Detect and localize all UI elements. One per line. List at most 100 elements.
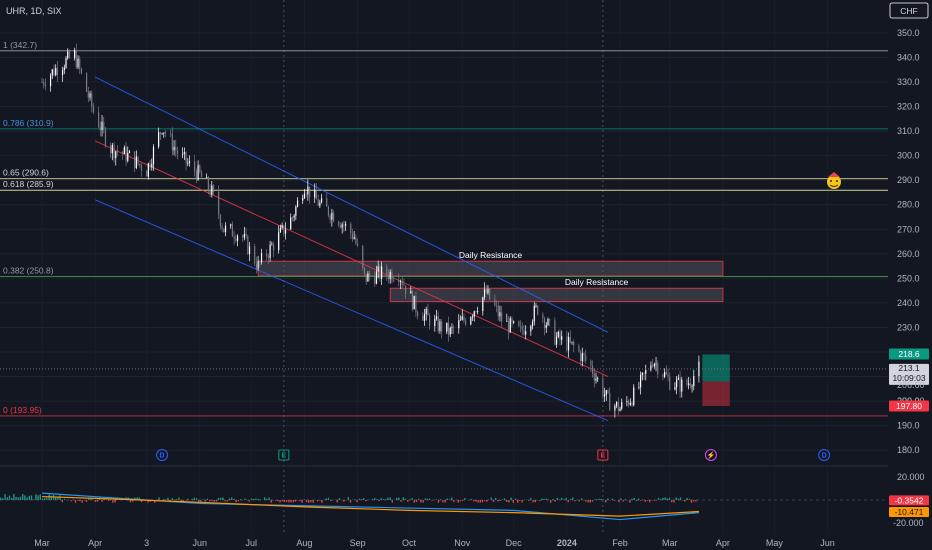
channel-lower[interactable] — [94, 199, 609, 422]
time-tick-label: Jun — [820, 538, 835, 548]
candle-body — [509, 318, 511, 333]
histogram-bar — [572, 497, 574, 500]
histogram-bar — [613, 500, 616, 501]
histogram-bar — [248, 500, 250, 502]
histogram-bar — [398, 497, 400, 500]
candle-body — [425, 308, 427, 315]
histogram-bar — [211, 500, 213, 502]
candle-body — [158, 132, 160, 147]
candle-body — [223, 228, 225, 233]
histogram-bar — [330, 500, 332, 501]
price-axis[interactable]: 350.0 340.0 330.0 320.0 310.0 300.0 290.0 280.0… — [889, 28, 929, 528]
candle-body — [617, 401, 619, 412]
candle-body — [377, 266, 379, 272]
candle-body — [319, 202, 321, 206]
candle-body — [489, 288, 491, 300]
histogram-bar — [396, 497, 398, 500]
dividend-marker[interactable] — [818, 449, 831, 461]
time-tick-label: Jun — [193, 538, 208, 548]
event-letter: D — [822, 453, 827, 460]
event-markers[interactable]: D E E ⚡ D — [156, 449, 831, 461]
candle-body — [137, 156, 139, 164]
candle-body — [595, 378, 597, 381]
price-tick-label: 290.0 — [897, 175, 920, 185]
histogram-bar — [222, 497, 224, 500]
split-marker[interactable] — [704, 449, 717, 461]
time-axis[interactable]: Mar Apr 3 Jun Jul Aug Sep Oct Nov Dec 2024 Feb Mar Ap… — [34, 538, 835, 548]
candle-body — [260, 253, 263, 263]
histogram-bar — [193, 497, 195, 500]
candle-body — [152, 146, 155, 165]
candle-body — [603, 394, 606, 397]
candle-body — [163, 132, 165, 134]
candle-body — [487, 288, 489, 294]
candle-body — [362, 245, 364, 268]
histogram-bar — [171, 498, 173, 500]
dividend-marker[interactable] — [156, 449, 169, 461]
histogram-bar — [158, 497, 160, 500]
candle-body — [566, 336, 568, 351]
currency-badge[interactable] — [889, 2, 929, 19]
candle-body — [116, 151, 119, 153]
resistance-zone[interactable] — [389, 287, 724, 303]
histogram-bar — [294, 500, 297, 502]
histogram-bar — [611, 498, 613, 500]
candle-body — [122, 151, 124, 154]
candle-body — [511, 318, 513, 323]
channel-upper[interactable] — [94, 76, 609, 333]
channel-middle[interactable] — [94, 140, 609, 377]
candle-body — [482, 297, 484, 312]
candle-body — [41, 82, 43, 83]
resistance-zones[interactable]: Daily Resistance Daily Resistance — [257, 250, 724, 303]
candle-body — [549, 319, 551, 321]
candle-body — [331, 212, 333, 220]
candle-body — [375, 271, 378, 284]
event-letter: D — [160, 453, 165, 460]
histogram-bar — [620, 498, 622, 500]
candle-body — [470, 317, 472, 325]
position-target-zone[interactable] — [702, 354, 730, 382]
candle-body — [307, 186, 309, 195]
candle-body — [495, 305, 498, 307]
candle-body — [674, 387, 676, 390]
candle-body — [619, 408, 621, 412]
histogram-bar — [0, 497, 2, 500]
fib-label: 0.618 (285.9) — [3, 179, 54, 189]
candle-body — [91, 93, 93, 107]
candle-body — [326, 198, 328, 207]
candle-body — [449, 327, 451, 335]
histogram-bar — [39, 494, 41, 500]
histogram-bar — [107, 500, 110, 501]
histogram-bar — [2, 498, 4, 500]
candle-body — [101, 121, 103, 131]
candle-body — [693, 376, 695, 387]
candle-body — [439, 321, 441, 332]
histogram-bar — [497, 500, 499, 502]
histogram-bar — [462, 500, 464, 501]
position-stop-zone[interactable] — [702, 381, 730, 406]
histogram-bar — [607, 498, 609, 500]
histogram-bar — [580, 498, 583, 500]
candle-body — [441, 321, 443, 332]
candle-body — [399, 281, 402, 283]
earnings-marker[interactable] — [597, 449, 609, 461]
candle-body — [435, 316, 438, 320]
candle-body — [423, 314, 426, 321]
regression-channel[interactable] — [94, 76, 609, 422]
candle-body — [413, 295, 415, 310]
candle-body — [212, 185, 215, 193]
histogram-bar — [356, 500, 358, 503]
histogram-bar — [200, 500, 202, 503]
candle-body — [233, 236, 235, 239]
candle-body — [686, 379, 688, 385]
earnings-marker[interactable] — [278, 449, 290, 461]
emoji-sticker[interactable] — [827, 172, 841, 189]
candle-body — [573, 341, 575, 346]
entry-price-label: 206.60 — [897, 380, 925, 390]
histogram-bar — [301, 500, 303, 503]
candle-body — [403, 284, 405, 286]
long-position-tool[interactable] — [0, 354, 888, 406]
histogram-bar — [178, 497, 180, 500]
candle-body — [295, 206, 297, 216]
